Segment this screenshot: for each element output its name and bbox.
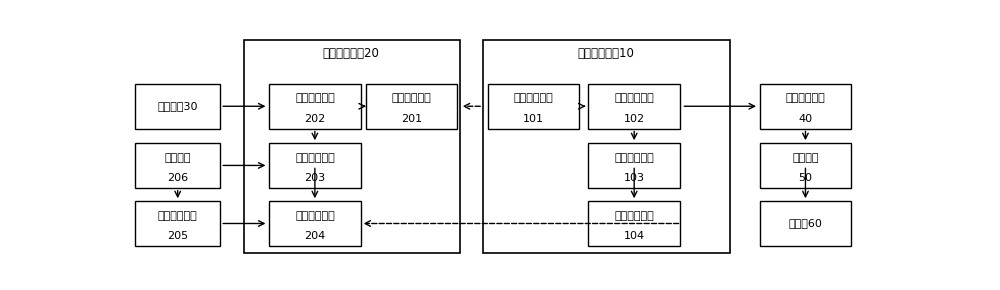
Text: 功率接收设备10: 功率接收设备10 [578,47,635,60]
Text: 201: 201 [401,114,422,124]
Bar [588,143,680,188]
Text: 103: 103 [624,173,645,183]
Bar [760,84,851,128]
Bar [244,40,460,253]
Text: 50: 50 [798,173,812,183]
Bar [135,143,220,188]
Text: 储能管理模块: 储能管理模块 [786,93,825,104]
Text: 104: 104 [624,231,645,241]
Text: 接收变换模块: 接收变换模块 [614,93,654,104]
Text: 204: 204 [304,231,326,241]
Text: 202: 202 [304,114,326,124]
Text: 功率接收线圈: 功率接收线圈 [514,93,553,104]
Bar [588,201,680,246]
Text: 储能模块: 储能模块 [792,153,819,163]
Bar [269,143,361,188]
Text: 接收通信模块: 接收通信模块 [614,211,654,221]
Bar [760,143,851,188]
Bar [135,84,220,128]
Text: 功率发射线圈: 功率发射线圈 [392,93,432,104]
Text: 101: 101 [523,114,544,124]
Bar [269,84,361,128]
Text: 205: 205 [167,231,188,241]
Text: 存储模块: 存储模块 [164,153,191,163]
Bar [135,201,220,246]
Bar [483,40,730,253]
Text: 发射变换模块: 发射变换模块 [295,93,335,104]
Text: 接收控制模块: 接收控制模块 [614,153,654,163]
Text: 206: 206 [167,173,188,183]
Text: 供电电源30: 供电电源30 [157,101,198,111]
Text: 驱动装60: 驱动装60 [789,218,822,229]
Text: 发射通信模块: 发射通信模块 [295,211,335,221]
Bar [269,201,361,246]
Text: 40: 40 [798,114,813,124]
Text: 203: 203 [304,173,325,183]
Bar [488,84,579,128]
Text: 102: 102 [624,114,645,124]
Text: 功率发射设备20: 功率发射设备20 [323,47,380,60]
Bar [588,84,680,128]
Text: 认证管理模块: 认证管理模块 [158,211,198,221]
Bar [366,84,457,128]
Bar [760,201,851,246]
Text: 发射控制模块: 发射控制模块 [295,153,335,163]
